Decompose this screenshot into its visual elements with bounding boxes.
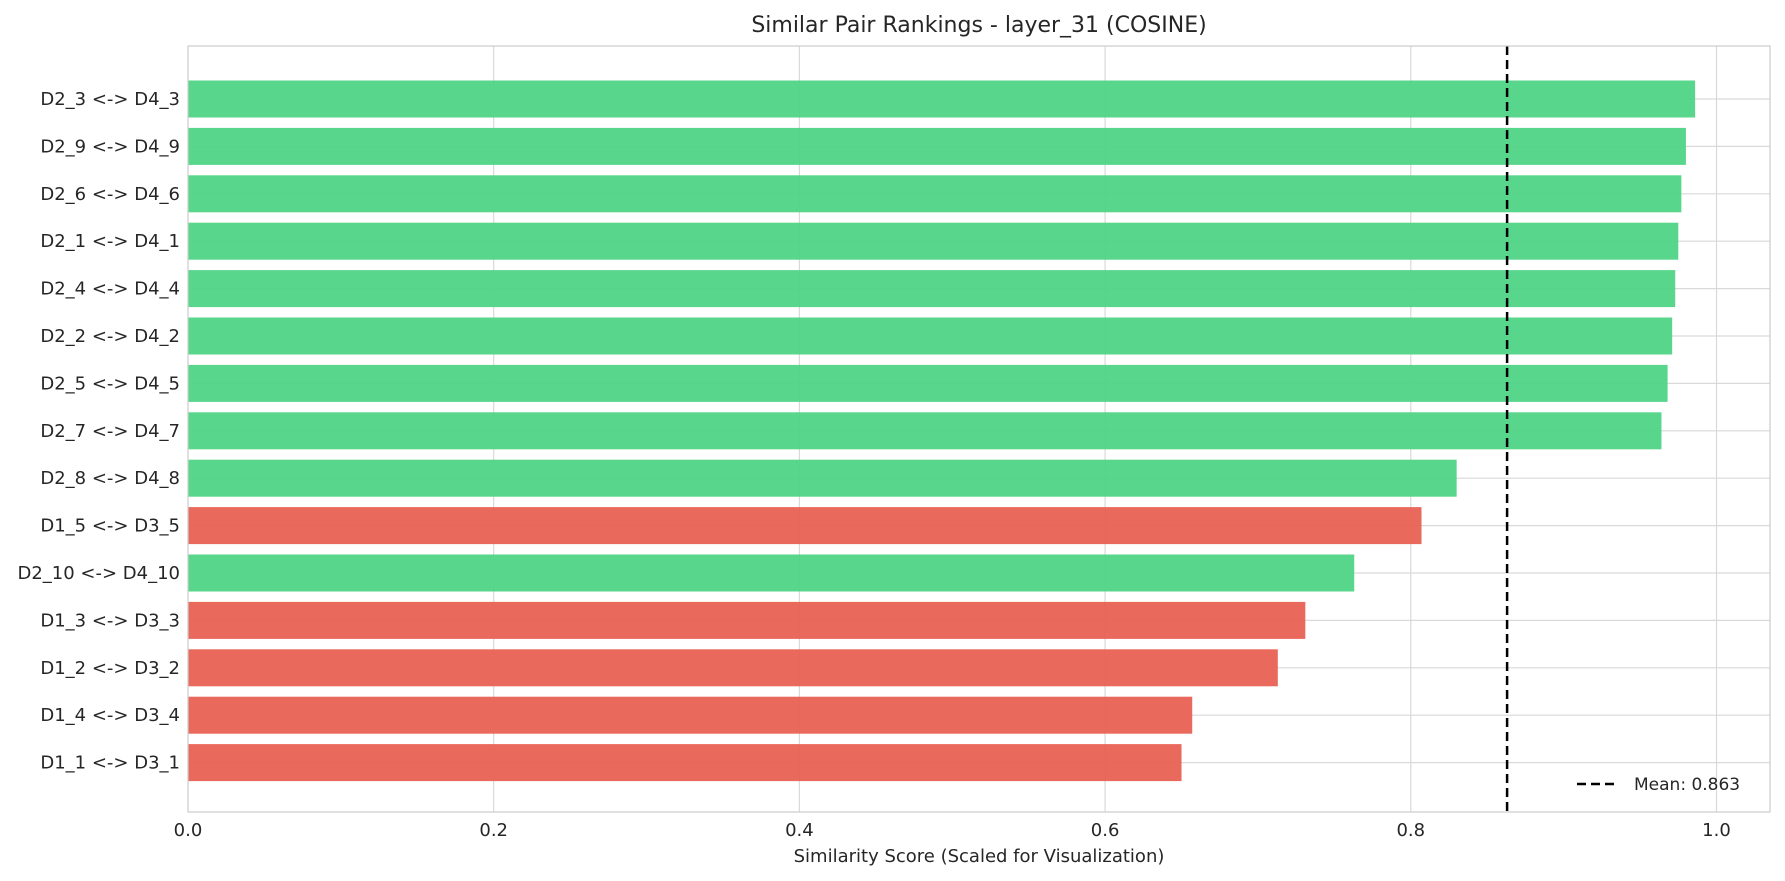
category-label: D1_2 <-> D3_2 [40, 658, 180, 679]
category-label: D2_4 <-> D4_4 [40, 279, 180, 300]
bar [188, 127, 1686, 165]
legend: Mean: 0.863 [1577, 775, 1740, 795]
bar-layer [188, 80, 1696, 782]
chart-title: Similar Pair Rankings - layer_31 (COSINE… [751, 13, 1206, 38]
bar [188, 744, 1182, 782]
plot-frame [187, 45, 1771, 813]
category-label: D2_10 <-> D4_10 [17, 563, 180, 584]
bar [188, 364, 1668, 402]
category-label: D1_3 <-> D3_3 [40, 610, 180, 631]
bar [188, 649, 1278, 687]
category-label: D1_4 <-> D3_4 [40, 705, 180, 726]
category-label: D1_5 <-> D3_5 [40, 516, 180, 537]
bar [188, 507, 1422, 545]
x-tick-label: 0.8 [1396, 820, 1425, 841]
category-label: D2_3 <-> D4_3 [40, 89, 180, 110]
x-tick-labels: 0.0 0.2 0.4 0.6 0.8 1.0 [174, 820, 1731, 841]
x-tick-label: 0.0 [174, 820, 203, 841]
category-label: D2_1 <-> D4_1 [40, 231, 180, 252]
bar [188, 601, 1306, 639]
x-tick-label: 1.0 [1702, 820, 1731, 841]
bar [188, 222, 1679, 260]
x-axis-label: Similarity Score (Scaled for Visualizati… [794, 846, 1165, 867]
category-label: D2_6 <-> D4_6 [40, 184, 180, 205]
bar [188, 696, 1193, 734]
category-label: D2_9 <-> D4_9 [40, 136, 180, 157]
category-labels: D2_3 <-> D4_3 D2_9 <-> D4_9 D2_6 <-> D4_6 D… [17, 89, 180, 774]
bar [188, 175, 1682, 213]
bar [188, 459, 1457, 497]
bar [188, 270, 1676, 308]
category-label: D2_5 <-> D4_5 [40, 373, 180, 394]
bar [188, 554, 1355, 592]
legend-mean-label: Mean: 0.863 [1634, 775, 1740, 795]
category-label: D2_7 <-> D4_7 [40, 421, 180, 442]
bar [188, 80, 1696, 118]
x-tick-label: 0.4 [785, 820, 814, 841]
x-tick-label: 0.2 [479, 820, 508, 841]
category-label: D1_1 <-> D3_1 [40, 753, 180, 774]
bar [188, 317, 1673, 355]
category-label: D2_2 <-> D4_2 [40, 326, 180, 347]
x-tick-label: 0.6 [1091, 820, 1120, 841]
bar [188, 412, 1662, 450]
category-label: D2_8 <-> D4_8 [40, 468, 180, 489]
